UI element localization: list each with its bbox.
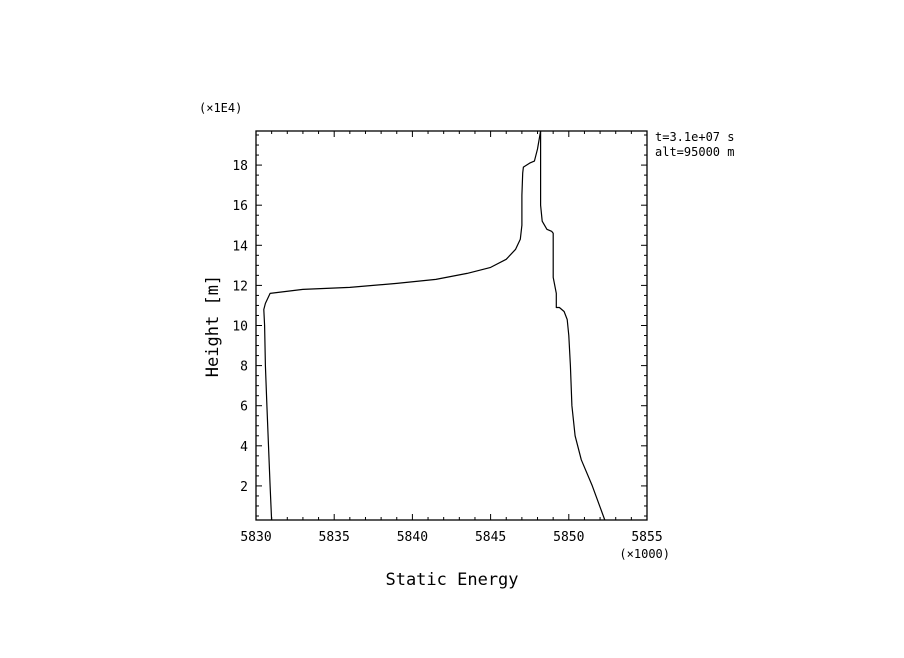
x-multiplier-label: (×1000)	[619, 547, 670, 561]
x-tick-label: 5830	[240, 530, 271, 545]
altitude-annotation: alt=95000 m	[655, 145, 734, 159]
x-tick-label: 5835	[319, 530, 350, 545]
series-line-1	[263, 130, 542, 521]
series-line-2	[539, 131, 606, 521]
series-lines	[263, 130, 606, 521]
y-tick-label: 6	[240, 400, 248, 415]
y-tick-label: 12	[232, 279, 248, 294]
y-tick-label: 16	[232, 199, 248, 214]
y-axis-title: Height [m]	[203, 275, 223, 377]
y-tick-label: 14	[232, 239, 248, 254]
y-multiplier-label: (×1E4)	[199, 101, 242, 115]
y-tick-label: 8	[240, 360, 248, 375]
y-tick-label: 4	[240, 440, 248, 455]
y-tick-label: 10	[232, 320, 248, 335]
time-annotation: t=3.1e+07 s	[655, 130, 734, 144]
plot-frame	[255, 130, 648, 521]
x-tick-label: 5840	[397, 530, 428, 545]
x-tick-label: 5850	[553, 530, 584, 545]
tick-labels: 5830 5835 5840 5845 5850 5855 2 4 6 8 10 12 14 16 18	[232, 159, 662, 545]
y-tick-label: 18	[232, 159, 248, 174]
x-axis-title: Static Energy	[385, 570, 518, 590]
tick-marks	[255, 131, 648, 520]
x-tick-label: 5855	[631, 530, 662, 545]
x-tick-label: 5845	[475, 530, 506, 545]
y-tick-label: 2	[240, 480, 248, 495]
